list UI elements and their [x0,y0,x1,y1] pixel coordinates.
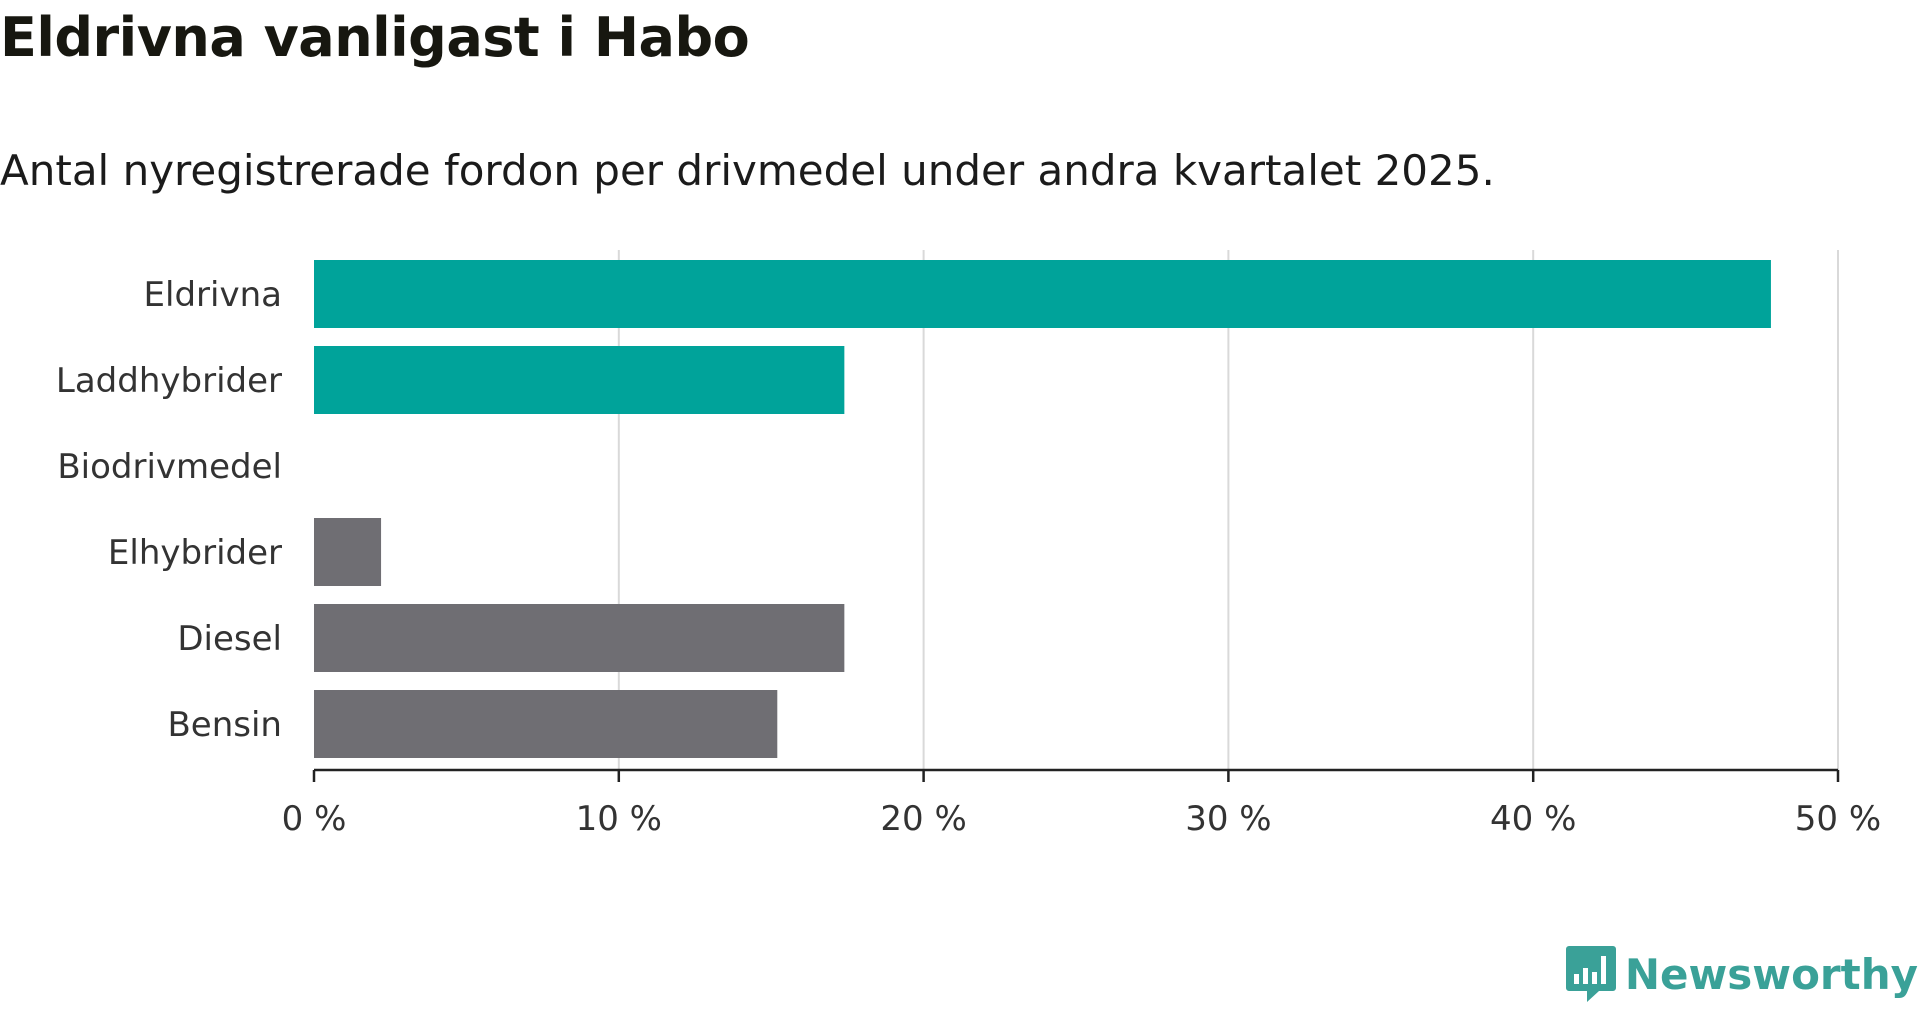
x-tick-label: 10 % [576,799,662,839]
brand-logo: Newsworthy [1565,938,1918,1010]
x-tick-label: 30 % [1185,799,1271,839]
chart-title: Eldrivna vanligast i Habo [0,6,750,69]
x-tick-label: 50 % [1795,799,1881,839]
bar [314,604,845,672]
x-tick-label: 20 % [880,799,966,839]
brand-name: Newsworthy [1624,949,1918,999]
category-label: Diesel [177,619,282,659]
bar [314,346,845,414]
category-label: Eldrivna [144,275,282,315]
newsworthy-logo-icon [1565,946,1616,1002]
category-label: Elhybrider [108,533,282,573]
bar [314,518,382,586]
category-label: Biodrivmedel [57,447,282,487]
bar-chart: Eldrivna Laddhybrider Biodrivmedel Elhybrid… [56,250,1881,839]
category-label: Bensin [167,705,282,745]
chart-subtitle: Antal nyregistrerade fordon per drivmede… [0,146,1495,195]
category-label: Laddhybrider [56,361,282,401]
bar [314,690,778,758]
x-tick-label: 40 % [1490,799,1576,839]
x-tick-label: 0 % [282,799,347,839]
bar [314,260,1771,328]
